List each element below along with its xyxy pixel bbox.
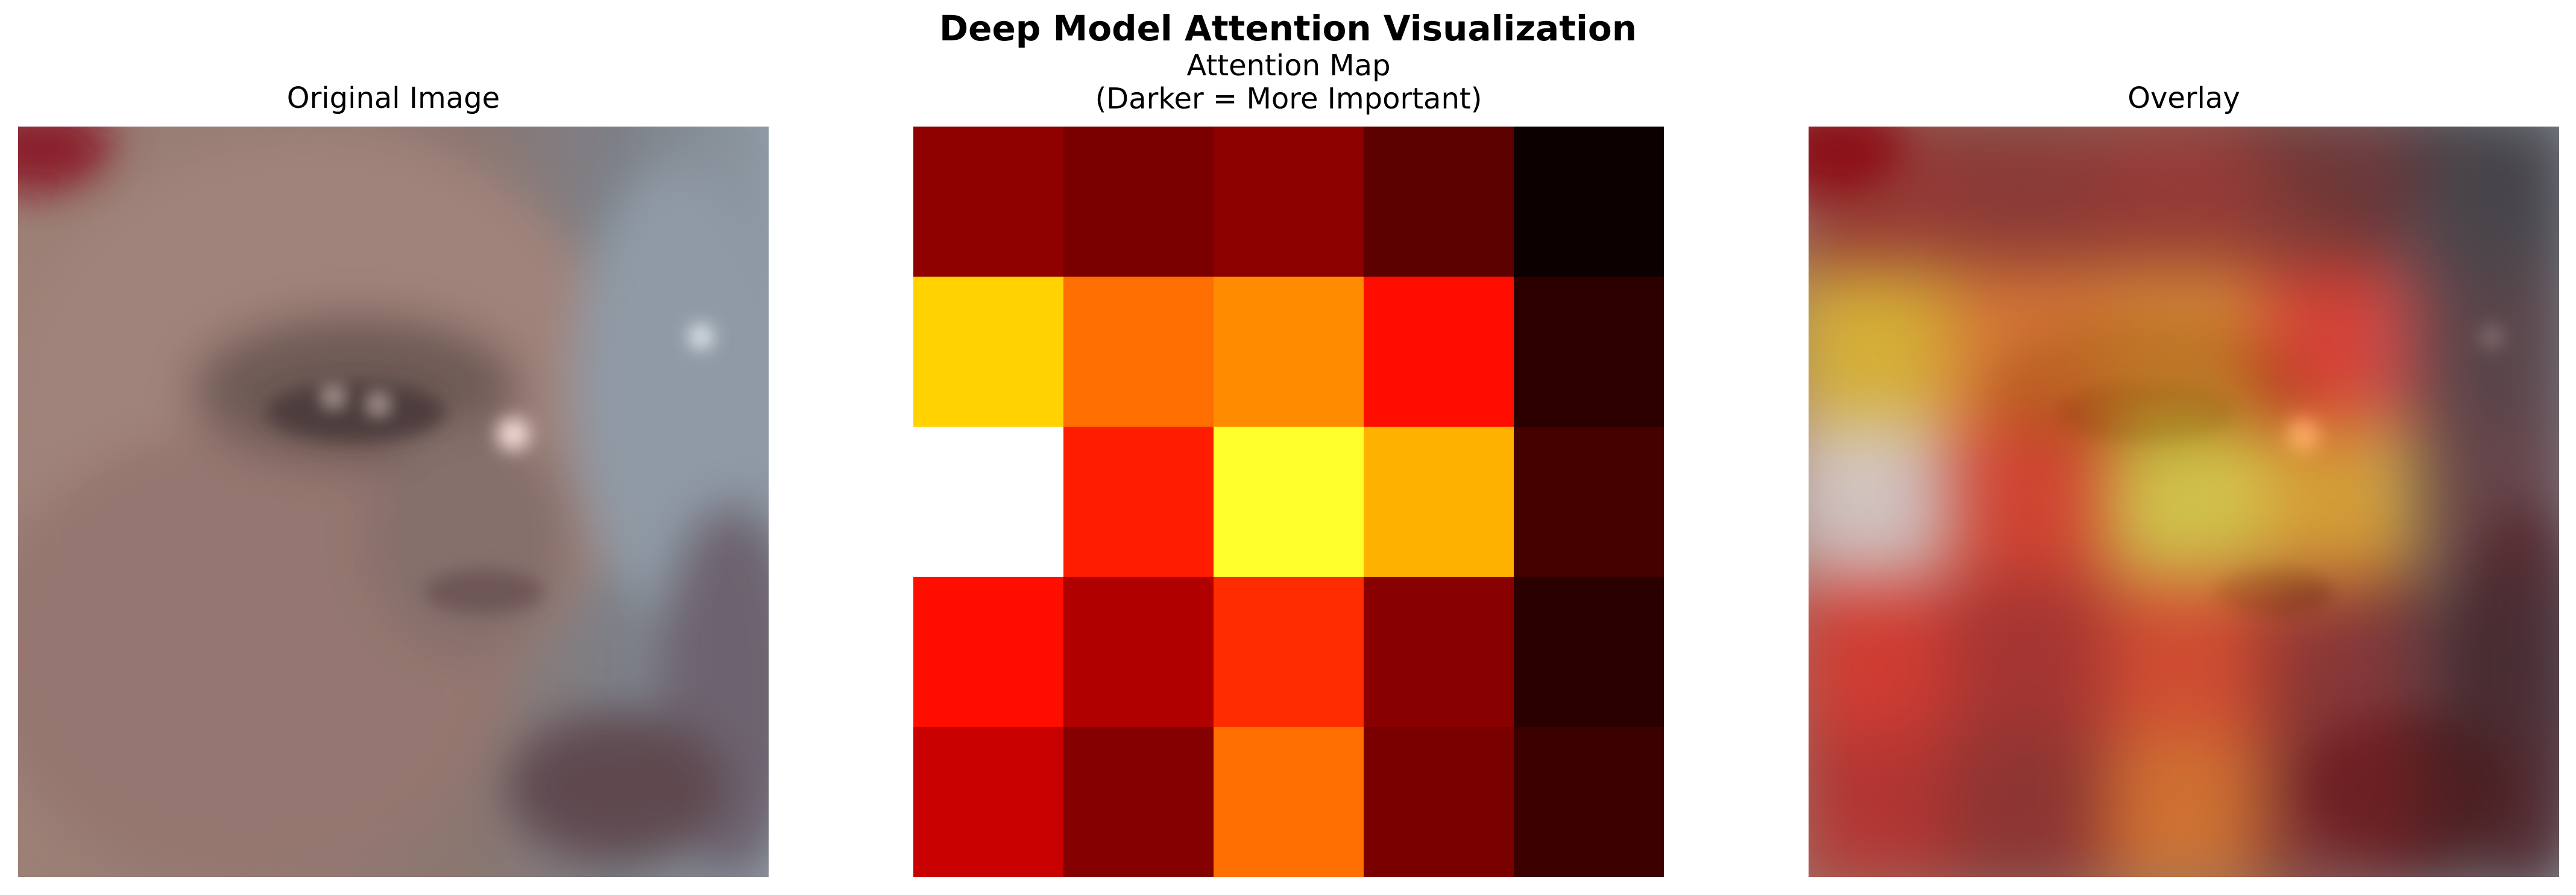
heatmap-cell-r2-c0 <box>913 427 1063 577</box>
heatmap-cell-r0-c0 <box>913 127 1063 277</box>
heatmap-cell-r1-c0 <box>913 277 1063 427</box>
overlay-heat-cell-r4-c4 <box>2417 735 2559 877</box>
figure-title: Deep Model Attention Visualization <box>939 8 1637 49</box>
overlay-heat-cell-r2-c2 <box>2106 424 2262 580</box>
overlay-title: Overlay <box>2127 81 2240 115</box>
overlay-heat-cell-r2-c4 <box>2417 424 2559 580</box>
overlay-heat-cell-r2-c0 <box>1809 424 1950 580</box>
heatmap-cell-r0-c1 <box>1063 127 1214 277</box>
attention-map-grid <box>913 127 1664 877</box>
heatmap-cell-r3-c1 <box>1063 577 1214 727</box>
attention-map-title-line2: (Darker = More Important) <box>1095 82 1482 116</box>
overlay-heat-cell-r4-c3 <box>2261 735 2418 877</box>
overlay-heat-cell-r4-c2 <box>2106 735 2262 877</box>
overlay-heat-cell-r1-c0 <box>1809 268 1950 424</box>
overlay-heat-cell-r0-c1 <box>1950 127 2106 268</box>
overlay-heat-cell-r4-c0 <box>1809 735 1950 877</box>
heatmap-cell-r2-c3 <box>1364 427 1514 577</box>
overlay-heat-cell-r1-c1 <box>1950 268 2106 424</box>
heatmap-cell-r1-c1 <box>1063 277 1214 427</box>
overlay-heat-cell-r3-c2 <box>2106 579 2262 736</box>
heatmap-cell-r3-c4 <box>1514 577 1664 727</box>
overlay-clip <box>1809 127 2559 877</box>
heatmap-cell-r1-c3 <box>1364 277 1514 427</box>
heatmap-cell-r2-c1 <box>1063 427 1214 577</box>
heatmap-cell-r0-c3 <box>1364 127 1514 277</box>
heatmap-cell-r2-c2 <box>1214 427 1364 577</box>
heatmap-cell-r3-c2 <box>1214 577 1364 727</box>
attention-map-title: Attention Map (Darker = More Important) <box>913 49 1664 116</box>
original-image-title: Original Image <box>286 81 500 115</box>
overlay-heat-cell-r1-c4 <box>2417 268 2559 424</box>
original-image-photo <box>18 127 769 877</box>
overlay-heat-cell-r0-c4 <box>2417 127 2559 268</box>
overlay-heat-cell-r4-c1 <box>1950 735 2106 877</box>
heatmap-cell-r4-c4 <box>1514 727 1664 877</box>
overlay-image <box>1809 127 2559 877</box>
overlay-heatmap <box>1809 127 2559 877</box>
heatmap-cell-r4-c3 <box>1364 727 1514 877</box>
heatmap-cell-r4-c2 <box>1214 727 1364 877</box>
heatmap-cell-r0-c2 <box>1214 127 1364 277</box>
heatmap-cell-r1-c2 <box>1214 277 1364 427</box>
overlay-heat-cell-r2-c3 <box>2261 424 2418 580</box>
overlay-heat-cell-r1-c3 <box>2261 268 2418 424</box>
attention-map <box>913 127 1664 877</box>
heatmap-cell-r4-c1 <box>1063 727 1214 877</box>
original-image <box>18 127 769 877</box>
attention-map-title-line1: Attention Map <box>1186 49 1391 83</box>
overlay-heat-cell-r0-c2 <box>2106 127 2262 268</box>
overlay-heat-cell-r0-c3 <box>2261 127 2418 268</box>
heatmap-cell-r2-c4 <box>1514 427 1664 577</box>
heatmap-cell-r0-c4 <box>1514 127 1664 277</box>
heatmap-cell-r3-c3 <box>1364 577 1514 727</box>
heatmap-cell-r1-c4 <box>1514 277 1664 427</box>
heatmap-cell-r4-c0 <box>913 727 1063 877</box>
overlay-heat-cell-r2-c1 <box>1950 424 2106 580</box>
overlay-heat-cell-r3-c1 <box>1950 579 2106 736</box>
overlay-heat-cell-r3-c3 <box>2261 579 2418 736</box>
heatmap-cell-r3-c0 <box>913 577 1063 727</box>
overlay-heat-cell-r1-c2 <box>2106 268 2262 424</box>
overlay-heat-cell-r3-c0 <box>1809 579 1950 736</box>
overlay-heat-cell-r0-c0 <box>1809 127 1950 268</box>
overlay-heat-cell-r3-c4 <box>2417 579 2559 736</box>
